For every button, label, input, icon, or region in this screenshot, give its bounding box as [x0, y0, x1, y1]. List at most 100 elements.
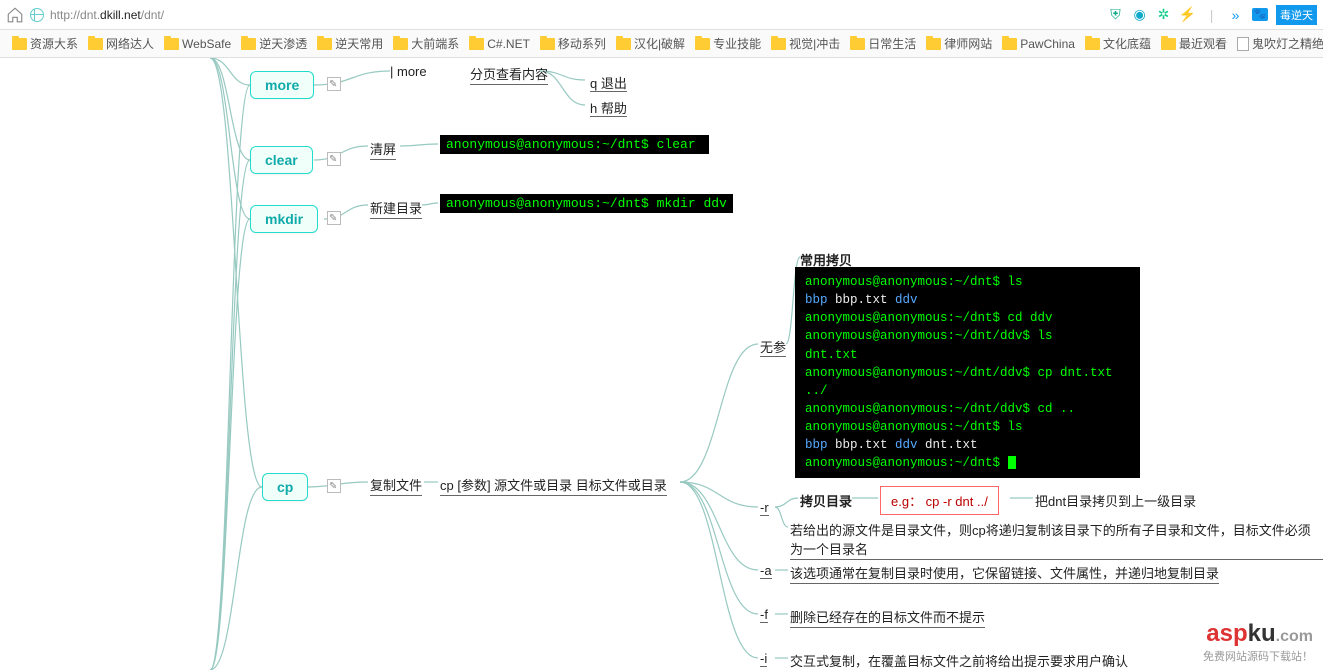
- mkdir-terminal: anonymous@anonymous:~/dnt$ mkdir ddv: [440, 194, 733, 213]
- folder-icon: [241, 38, 256, 50]
- bookmark-item[interactable]: 文化底蕴: [1085, 35, 1151, 52]
- edit-icon[interactable]: [327, 479, 341, 493]
- bookmark-label: 视觉|冲击: [789, 35, 840, 52]
- folder-icon: [88, 38, 103, 50]
- cp-i-desc: 交互式复制，在覆盖目标文件之前将给出提示要求用户确认: [790, 651, 1128, 670]
- bookmark-item[interactable]: 律师网站: [926, 35, 992, 52]
- edit-icon[interactable]: [327, 77, 341, 91]
- wm-red: asp: [1206, 620, 1247, 647]
- home-icon[interactable]: [6, 6, 24, 24]
- cp-r-opt: -r: [760, 500, 769, 516]
- bookmark-label: 资源大系: [30, 35, 78, 52]
- bookmark-item[interactable]: 鬼吹灯之精绝: [1237, 35, 1323, 52]
- cp-i-opt: -i: [760, 651, 767, 667]
- bookmark-label: 律师网站: [944, 35, 992, 52]
- bookmark-label: 最近观看: [1179, 35, 1227, 52]
- cp-syntax: cp [参数] 源文件或目录 目标文件或目录: [440, 475, 667, 496]
- paw-icon[interactable]: 🐾: [1252, 8, 1268, 21]
- folder-icon: [695, 38, 710, 50]
- bookmark-item[interactable]: 汉化|破解: [616, 35, 685, 52]
- address-bar: http://dnt.dkill.net/dnt/ ⛨ ◉ ✲ ⚡ | » 🐾 …: [0, 0, 1323, 30]
- bookmark-item[interactable]: C#.NET: [469, 37, 530, 51]
- cp-terminal-output: anonymous@anonymous:~/dnt$ lsbbp bbp.txt…: [795, 267, 1140, 478]
- cp-noarg-opt: 无参: [760, 337, 786, 357]
- folder-icon: [771, 38, 786, 50]
- user-button[interactable]: 毒逆天: [1276, 5, 1317, 25]
- bookmark-item[interactable]: 逆天常用: [317, 35, 383, 52]
- cp-f-desc: 删除已经存在的目标文件而不提示: [790, 607, 985, 628]
- folder-icon: [1085, 38, 1100, 50]
- node-more[interactable]: more: [250, 71, 314, 99]
- cp-a-desc: 该选项通常在复制目录时使用，它保留链接、文件属性，并递归地复制目录: [790, 563, 1219, 584]
- folder-icon: [393, 38, 408, 50]
- bookmark-item[interactable]: 专业技能: [695, 35, 761, 52]
- bookmark-label: 汉化|破解: [634, 35, 685, 52]
- cp-r-desc: 若给出的源文件是目录文件，则cp将递归复制该目录下的所有子目录和文件，目标文件必…: [790, 520, 1323, 560]
- bookmark-item[interactable]: 资源大系: [12, 35, 78, 52]
- node-mkdir[interactable]: mkdir: [250, 205, 318, 233]
- bookmark-label: 专业技能: [713, 35, 761, 52]
- bookmark-label: 逆天常用: [335, 35, 383, 52]
- folder-icon: [12, 38, 27, 50]
- bookmark-label: 鬼吹灯之精绝: [1252, 35, 1323, 52]
- bookmark-item[interactable]: 日常生活: [850, 35, 916, 52]
- bookmark-label: PawChina: [1020, 37, 1075, 51]
- bookmarks-bar: 资源大系网络达人 WebSafe 逆天渗透 逆天常用 大前端系 C#.NET 移动系列 汉化|…: [0, 30, 1323, 58]
- folder-icon: [317, 38, 332, 50]
- bookmark-label: 日常生活: [868, 35, 916, 52]
- cp-r-title: 拷贝目录: [800, 491, 852, 510]
- bookmark-item[interactable]: 视觉|冲击: [771, 35, 840, 52]
- wm-black: ku: [1248, 620, 1276, 647]
- shield-icon[interactable]: ⛨: [1108, 7, 1124, 23]
- bookmark-label: 逆天渗透: [259, 35, 307, 52]
- toolbar-right: ⛨ ◉ ✲ ⚡ | » 🐾 毒逆天: [1108, 5, 1317, 25]
- mindmap-canvas[interactable]: more | more 分页查看内容 q 退出 h 帮助 clear 清屏 an…: [0, 58, 1323, 670]
- folder-icon: [1161, 38, 1176, 50]
- folder-icon: [1002, 38, 1017, 50]
- edit-icon[interactable]: [327, 211, 341, 225]
- folder-icon: [850, 38, 865, 50]
- folder-icon: [164, 38, 179, 50]
- clear-terminal: anonymous@anonymous:~/dnt$ clear: [440, 135, 709, 154]
- bookmark-label: WebSafe: [182, 37, 231, 51]
- loading-icon[interactable]: ✲: [1156, 7, 1172, 23]
- url-host: dkill.net: [100, 8, 141, 22]
- bookmark-item[interactable]: 移动系列: [540, 35, 606, 52]
- bookmark-item[interactable]: 网络达人: [88, 35, 154, 52]
- bookmark-label: 文化底蕴: [1103, 35, 1151, 52]
- more-opt-h: h 帮助: [590, 98, 627, 117]
- bolt-icon[interactable]: ⚡: [1180, 7, 1196, 23]
- folder-icon: [540, 38, 555, 50]
- url-prefix: http://dnt.: [50, 8, 100, 22]
- bookmark-label: C#.NET: [487, 37, 530, 51]
- folder-icon: [926, 38, 941, 50]
- bookmark-item[interactable]: WebSafe: [164, 37, 231, 51]
- url-display[interactable]: http://dnt.dkill.net/dnt/: [50, 8, 1108, 22]
- bookmark-item[interactable]: 逆天渗透: [241, 35, 307, 52]
- node-cp[interactable]: cp: [262, 473, 308, 501]
- cp-r-example: e.g： cp -r dnt ../: [880, 486, 999, 515]
- extensions-icon[interactable]: »: [1228, 7, 1244, 23]
- circle-icon[interactable]: ◉: [1132, 7, 1148, 23]
- node-clear[interactable]: clear: [250, 146, 313, 174]
- document-icon: [1237, 37, 1249, 51]
- watermark: aspku.com 免费网站源码下载站！: [1203, 620, 1313, 664]
- folder-icon: [469, 38, 484, 50]
- divider-icon: |: [1204, 7, 1220, 23]
- bookmark-item[interactable]: 大前端系: [393, 35, 459, 52]
- url-path: /dnt/: [141, 8, 164, 22]
- bookmark-item[interactable]: PawChina: [1002, 37, 1075, 51]
- globe-icon: [30, 8, 44, 22]
- wm-grey: .com: [1276, 628, 1313, 645]
- wm-sub: 免费网站源码下载站！: [1203, 648, 1313, 664]
- bookmark-item[interactable]: 最近观看: [1161, 35, 1227, 52]
- more-syntax-label: | more: [390, 64, 427, 79]
- cp-a-opt: -a: [760, 563, 772, 579]
- more-desc: 分页查看内容: [470, 64, 548, 85]
- bookmark-label: 大前端系: [411, 35, 459, 52]
- cp-r-example-desc: 把dnt目录拷贝到上一级目录: [1035, 491, 1196, 510]
- cp-f-opt: -f: [760, 607, 768, 623]
- folder-icon: [616, 38, 631, 50]
- edit-icon[interactable]: [327, 152, 341, 166]
- clear-desc: 清屏: [370, 139, 396, 160]
